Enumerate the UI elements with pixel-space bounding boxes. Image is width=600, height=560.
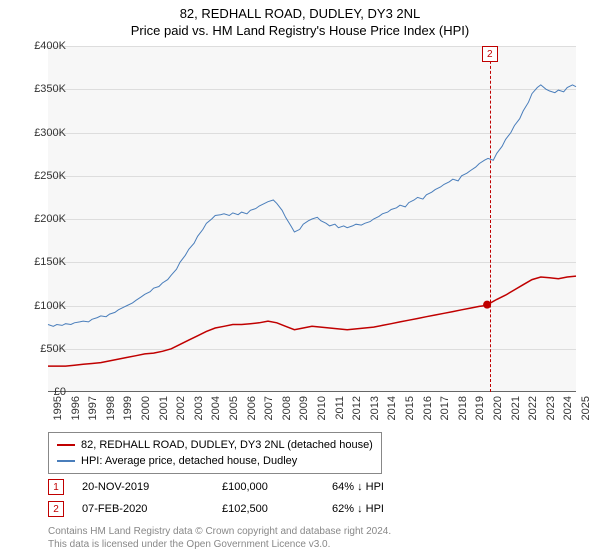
y-tick-label: £300K <box>22 127 66 139</box>
row-pct: 64% ↓ HPI <box>332 481 452 493</box>
x-tick-label: 2001 <box>158 396 170 420</box>
x-tick-label: 1996 <box>70 396 82 420</box>
y-tick-label: £150K <box>22 256 66 268</box>
y-tick-label: £50K <box>22 343 66 355</box>
marker-vline <box>490 46 491 392</box>
chart-subtitle: Price paid vs. HM Land Registry's House … <box>0 21 600 42</box>
x-tick-label: 2010 <box>316 396 328 420</box>
data-row: 1 20-NOV-2019£100,00064% ↓ HPI <box>48 476 452 498</box>
x-tick-label: 2022 <box>527 396 539 420</box>
x-tick-label: 2016 <box>422 396 434 420</box>
x-tick-label: 2023 <box>545 396 557 420</box>
x-tick-label: 1997 <box>87 396 99 420</box>
x-tick-label: 2006 <box>246 396 258 420</box>
row-price: £100,000 <box>222 481 332 493</box>
row-pct: 62% ↓ HPI <box>332 503 452 515</box>
y-tick-label: £350K <box>22 83 66 95</box>
row-date: 20-NOV-2019 <box>82 481 222 493</box>
chart-marker: 2 <box>482 46 498 62</box>
legend-label: 82, REDHALL ROAD, DUDLEY, DY3 2NL (detac… <box>81 439 373 451</box>
x-tick-label: 2014 <box>386 396 398 420</box>
y-tick-label: £250K <box>22 170 66 182</box>
data-table: 1 20-NOV-2019£100,00064% ↓ HPI 2 07-FEB-202… <box>48 476 452 520</box>
x-tick-label: 1998 <box>105 396 117 420</box>
row-marker: 1 <box>48 479 64 495</box>
row-date: 07-FEB-2020 <box>82 503 222 515</box>
x-tick-label: 2009 <box>298 396 310 420</box>
x-tick-label: 2003 <box>193 396 205 420</box>
chart-plot-area: 2 <box>48 46 576 392</box>
x-tick-label: 2019 <box>474 396 486 420</box>
footer-attribution: Contains HM Land Registry data © Crown c… <box>48 526 580 551</box>
y-tick-label: £200K <box>22 213 66 225</box>
x-tick-label: 2013 <box>369 396 381 420</box>
legend-swatch <box>57 444 75 446</box>
x-tick-label: 2018 <box>457 396 469 420</box>
series-line <box>48 276 576 366</box>
x-tick-label: 2021 <box>510 396 522 420</box>
x-tick-label: 2011 <box>334 396 346 420</box>
x-tick-label: 1999 <box>122 396 134 420</box>
y-tick-label: £400K <box>22 40 66 52</box>
x-tick-label: 2008 <box>281 396 293 420</box>
x-tick-label: 2024 <box>562 396 574 420</box>
legend: 82, REDHALL ROAD, DUDLEY, DY3 2NL (detac… <box>48 432 382 474</box>
row-marker: 2 <box>48 501 64 517</box>
legend-item: HPI: Average price, detached house, Dudl… <box>57 453 373 469</box>
x-tick-label: 2005 <box>228 396 240 420</box>
footer-line2: This data is licensed under the Open Gov… <box>48 539 580 552</box>
x-tick-label: 2012 <box>351 396 363 420</box>
legend-swatch <box>57 460 75 462</box>
x-tick-label: 2020 <box>492 396 504 420</box>
footer-line1: Contains HM Land Registry data © Crown c… <box>48 526 580 539</box>
legend-item: 82, REDHALL ROAD, DUDLEY, DY3 2NL (detac… <box>57 437 373 453</box>
x-tick-label: 1995 <box>52 396 64 420</box>
x-tick-label: 2017 <box>439 396 451 420</box>
x-tick-label: 2000 <box>140 396 152 420</box>
x-tick-label: 2015 <box>404 396 416 420</box>
series-line <box>48 85 576 326</box>
x-tick-label: 2004 <box>210 396 222 420</box>
x-tick-label: 2007 <box>263 396 275 420</box>
y-tick-label: £100K <box>22 300 66 312</box>
x-tick-label: 2025 <box>580 396 592 420</box>
chart-title: 82, REDHALL ROAD, DUDLEY, DY3 2NL <box>0 0 600 21</box>
row-price: £102,500 <box>222 503 332 515</box>
data-row: 2 07-FEB-2020£102,50062% ↓ HPI <box>48 498 452 520</box>
chart-lines <box>48 46 576 392</box>
legend-label: HPI: Average price, detached house, Dudl… <box>81 455 297 467</box>
x-tick-label: 2002 <box>175 396 187 420</box>
